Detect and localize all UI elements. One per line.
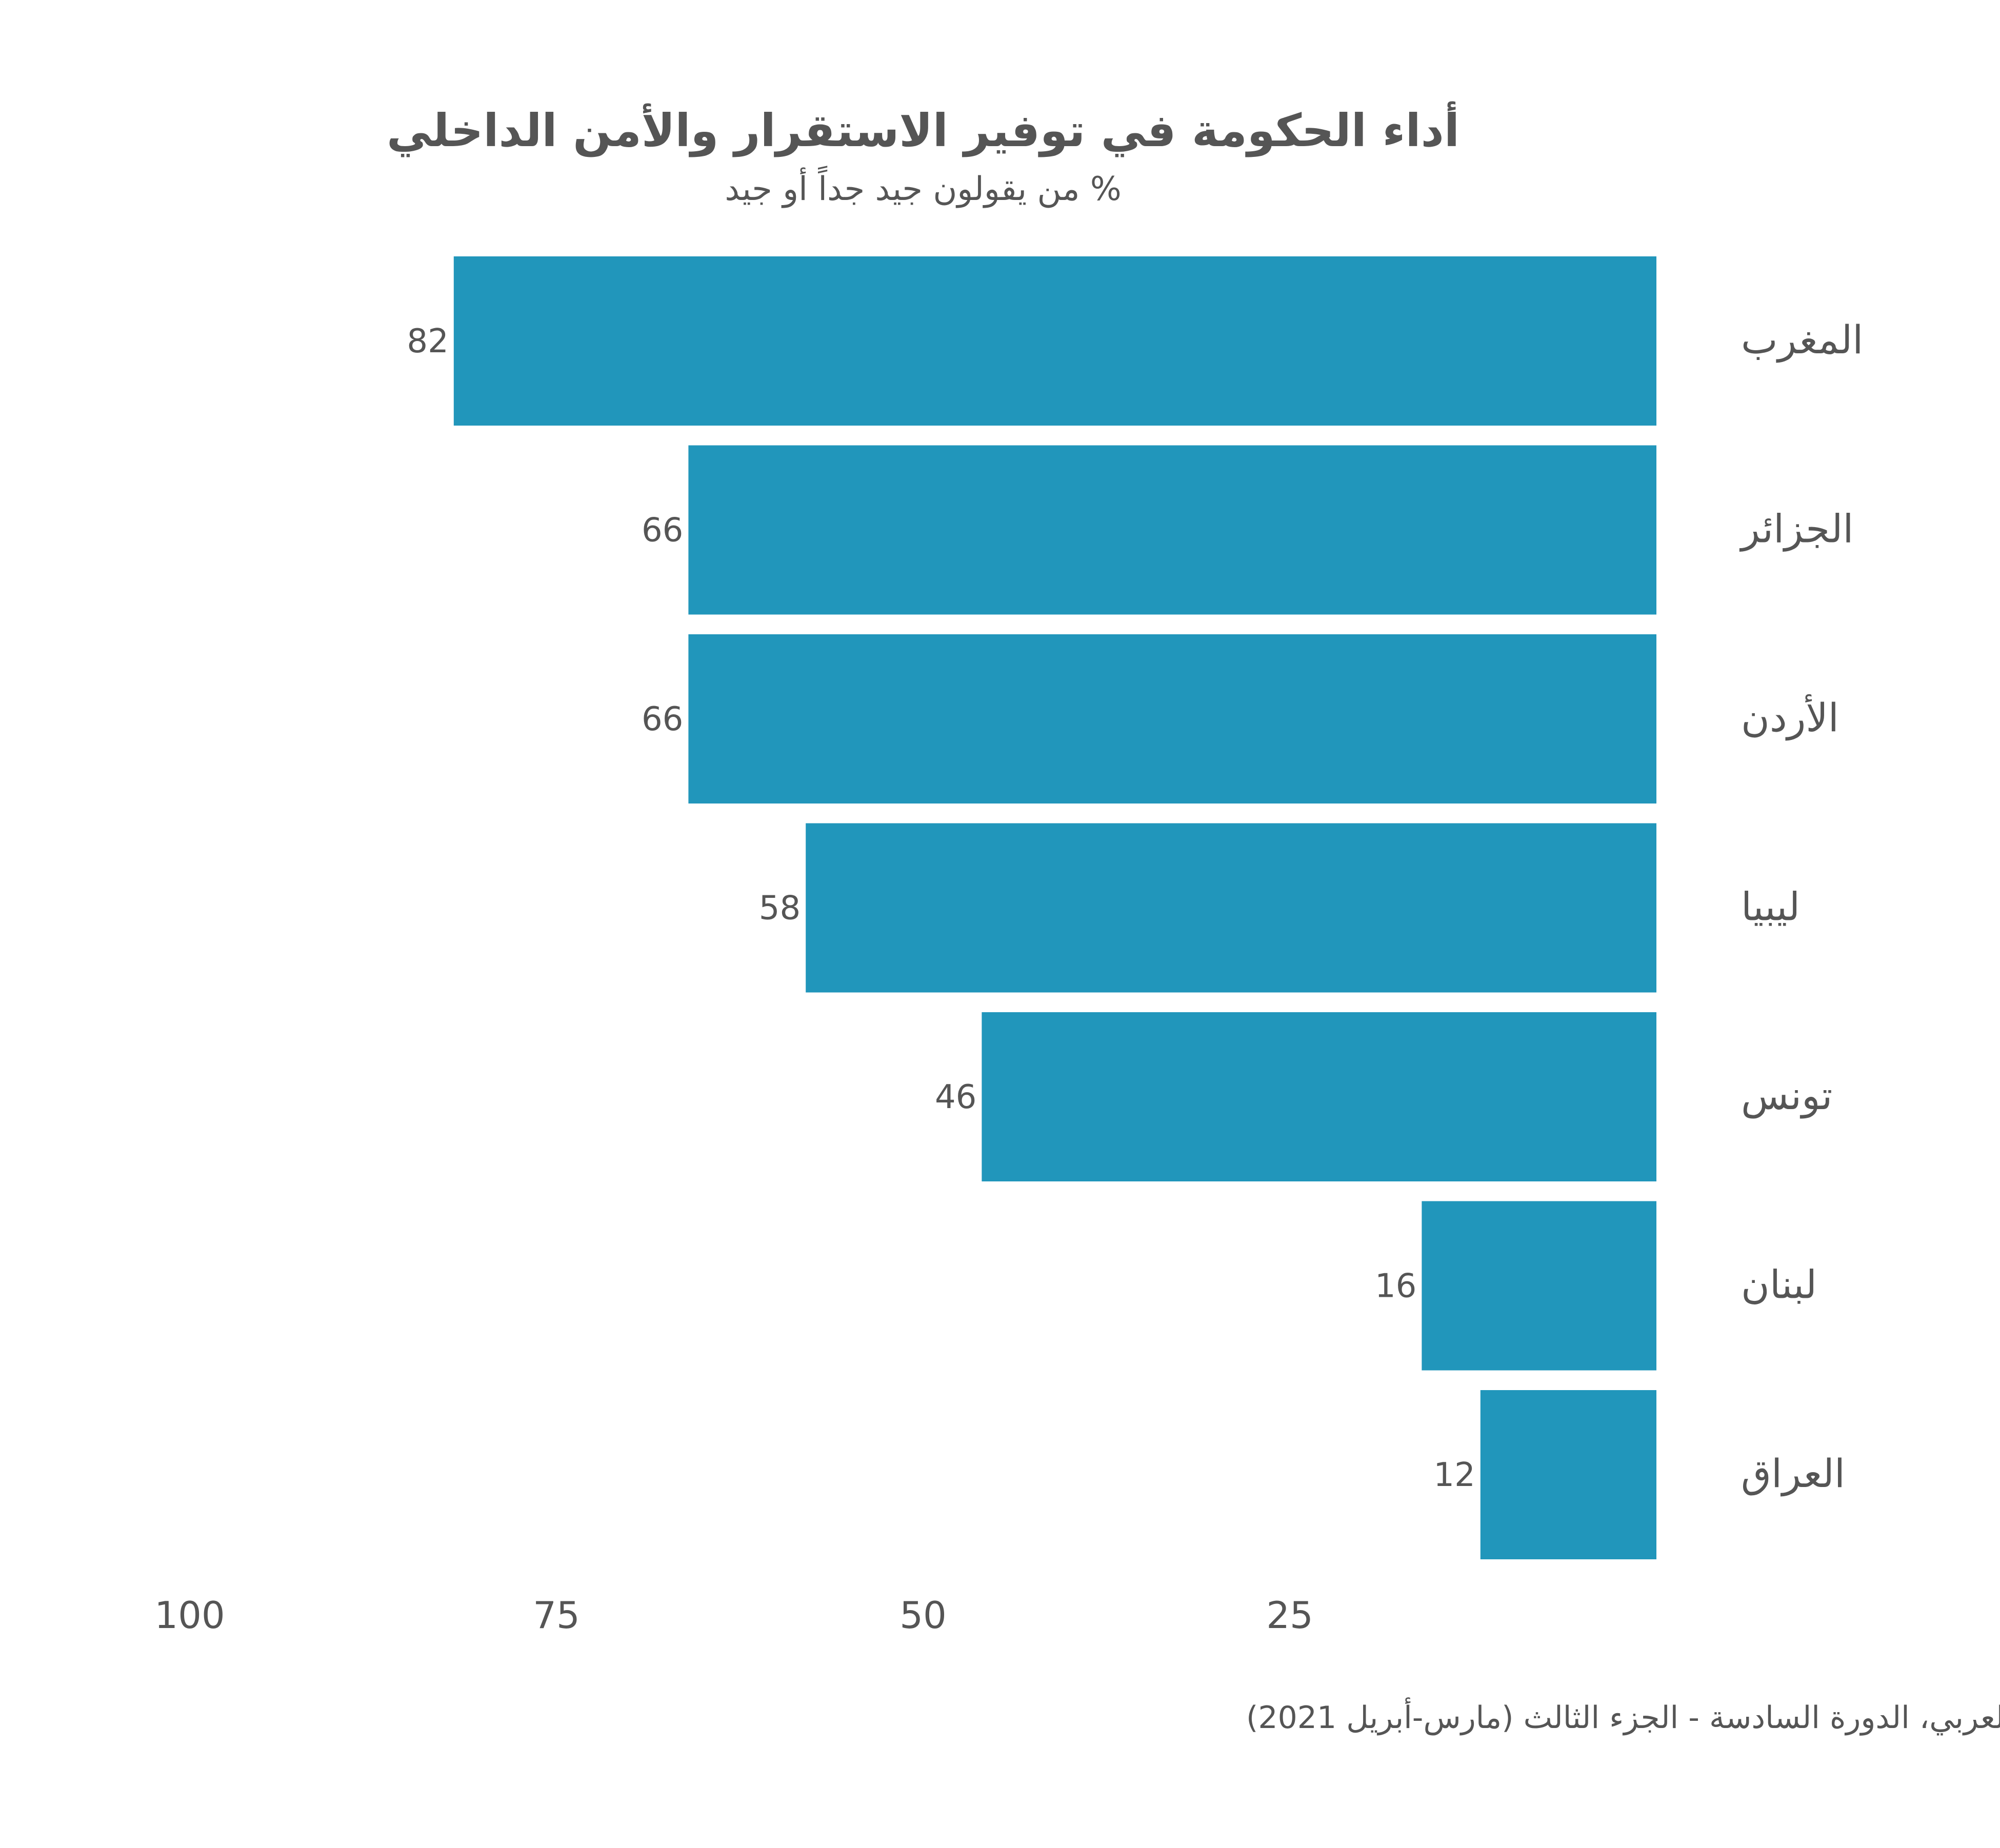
- x-tick-label: 50: [899, 1594, 947, 1637]
- source-note: الباروميتر العربي، الدورة السادسة - الجز…: [1246, 1697, 2000, 1736]
- bar: [453, 256, 1656, 426]
- x-tick-label: 100: [154, 1594, 225, 1637]
- bars-group: [453, 256, 1656, 1559]
- bar: [1422, 1201, 1656, 1371]
- category-labels-group: المغرب الجزائر الأردن ليبيا تونس لبنان العراق: [1739, 317, 1863, 1497]
- category-label: المغرب: [1741, 317, 1863, 363]
- bar-value-label: 12: [1433, 1456, 1475, 1494]
- bar: [806, 823, 1656, 993]
- category-label: ليبيا: [1741, 884, 1800, 930]
- category-label: العراق: [1741, 1451, 1845, 1497]
- x-tick-label: 75: [533, 1594, 580, 1637]
- x-axis-ticks-group: 100 75 50 25: [154, 1594, 1313, 1637]
- category-label: تونس: [1741, 1073, 1832, 1119]
- bar: [1480, 1390, 1656, 1559]
- category-label: الجزائر: [1739, 506, 1853, 552]
- bar-value-label: 66: [642, 700, 683, 738]
- bar: [688, 634, 1656, 804]
- category-label: الأردن: [1741, 694, 1839, 741]
- bar: [688, 445, 1656, 615]
- bar-value-label: 58: [759, 890, 801, 928]
- bar-value-label: 82: [407, 323, 448, 360]
- chart-title: أداء الحكومة في توفير الاستقرار والأمن ا…: [387, 101, 1459, 157]
- bar: [982, 1012, 1656, 1181]
- bar-value-label: 66: [642, 512, 683, 550]
- bar-value-label: 16: [1375, 1268, 1416, 1305]
- value-labels-group: 82 66 66 58 46 16 12: [407, 323, 1475, 1494]
- category-label: لبنان: [1741, 1262, 1817, 1308]
- bar-value-label: 46: [935, 1078, 976, 1116]
- chart-subtitle: % من يقولون جيد جداً أو جيد: [725, 166, 1121, 208]
- x-tick-label: 25: [1266, 1594, 1313, 1637]
